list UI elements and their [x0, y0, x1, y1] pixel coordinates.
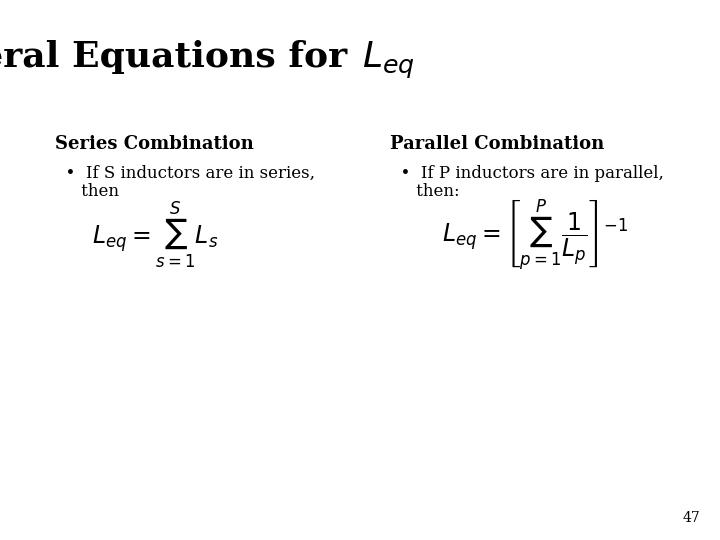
Text: then:: then: — [390, 183, 459, 200]
Text: $L_{eq} = \sum_{s=1}^{S} L_s$: $L_{eq} = \sum_{s=1}^{S} L_s$ — [92, 200, 218, 271]
Text: Series Combination: Series Combination — [55, 135, 253, 153]
Text: •  If P inductors are in parallel,: • If P inductors are in parallel, — [390, 165, 664, 182]
Text: General Equations for: General Equations for — [0, 40, 360, 74]
Text: $L_{eq} = \left[\sum_{p=1}^{P} \dfrac{1}{L_p}\right]^{-1}$: $L_{eq} = \left[\sum_{p=1}^{P} \dfrac{1}… — [442, 197, 628, 273]
Text: then: then — [55, 183, 119, 200]
Text: $L_{eq}$: $L_{eq}$ — [362, 40, 415, 81]
Text: 47: 47 — [683, 511, 700, 525]
Text: •  If S inductors are in series,: • If S inductors are in series, — [55, 165, 315, 182]
Text: Parallel Combination: Parallel Combination — [390, 135, 604, 153]
